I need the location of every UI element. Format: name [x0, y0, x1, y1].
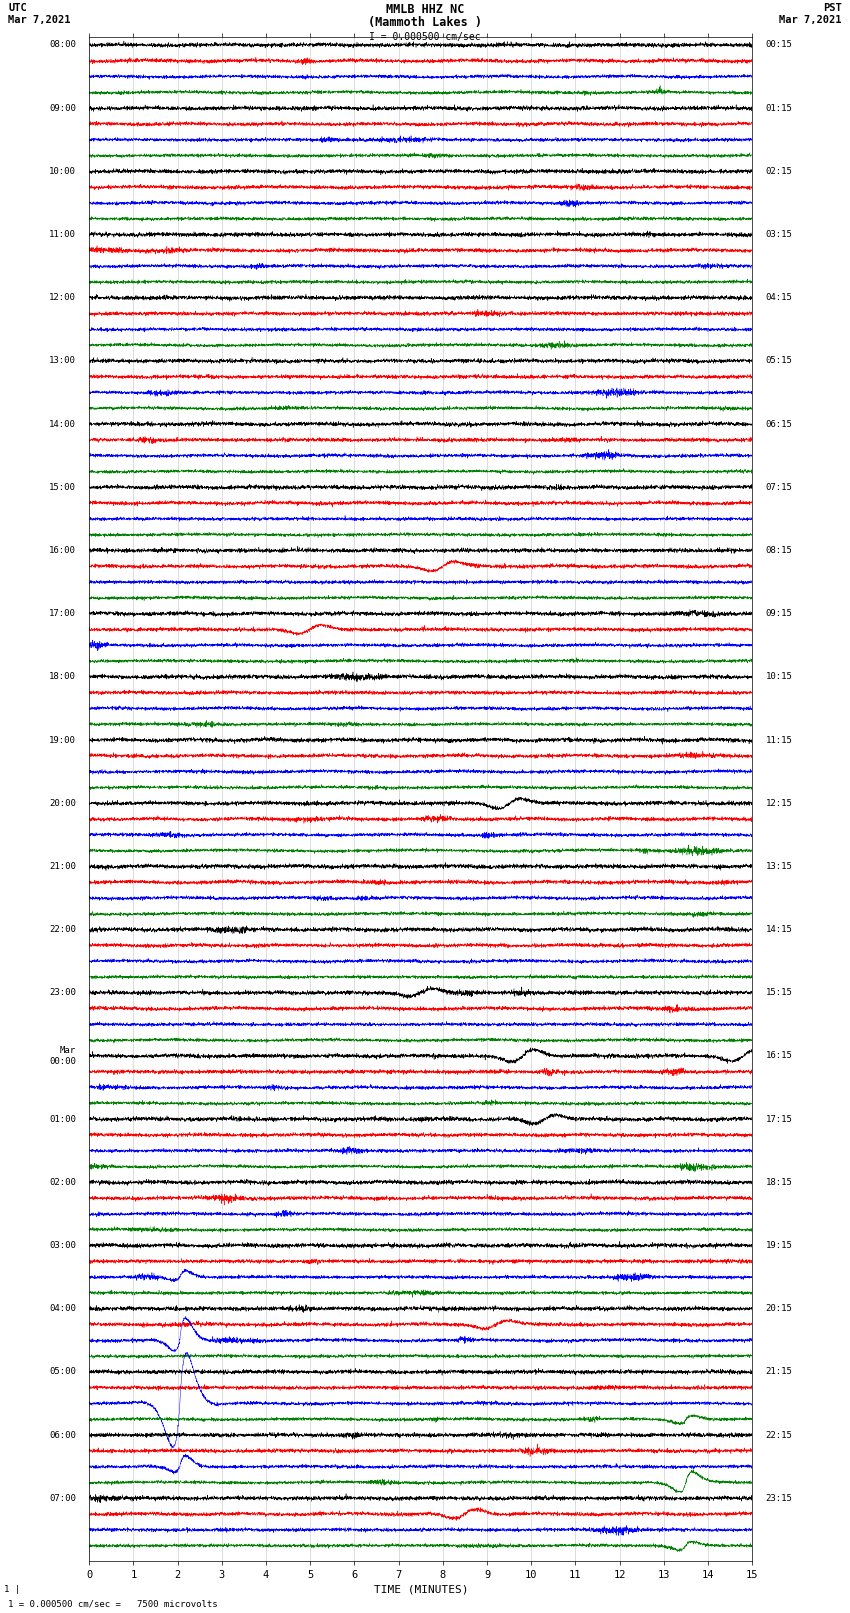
Text: 09:15: 09:15	[766, 610, 792, 618]
Text: 03:00: 03:00	[49, 1240, 76, 1250]
Text: 05:00: 05:00	[49, 1368, 76, 1376]
Text: 00:15: 00:15	[766, 40, 792, 50]
Text: 15:00: 15:00	[49, 482, 76, 492]
Text: 07:15: 07:15	[766, 482, 792, 492]
Text: 04:15: 04:15	[766, 294, 792, 302]
X-axis label: TIME (MINUTES): TIME (MINUTES)	[373, 1584, 468, 1595]
Text: Mar 7,2021: Mar 7,2021	[8, 15, 71, 24]
Text: 14:00: 14:00	[49, 419, 76, 429]
Text: 13:15: 13:15	[766, 861, 792, 871]
Text: 11:00: 11:00	[49, 231, 76, 239]
Text: 12:00: 12:00	[49, 294, 76, 302]
Text: 1 = 0.000500 cm/sec =   7500 microvolts: 1 = 0.000500 cm/sec = 7500 microvolts	[8, 1598, 218, 1608]
Text: MMLB HHZ NC: MMLB HHZ NC	[386, 3, 464, 16]
Text: 18:15: 18:15	[766, 1177, 792, 1187]
Text: PST: PST	[823, 3, 842, 13]
Text: 02:15: 02:15	[766, 166, 792, 176]
Text: 19:15: 19:15	[766, 1240, 792, 1250]
Text: 13:00: 13:00	[49, 356, 76, 366]
Text: 09:00: 09:00	[49, 103, 76, 113]
Text: I = 0.000500 cm/sec: I = 0.000500 cm/sec	[369, 32, 481, 42]
Text: 10:00: 10:00	[49, 166, 76, 176]
Text: 04:00: 04:00	[49, 1305, 76, 1313]
Text: 08:15: 08:15	[766, 545, 792, 555]
Text: 12:15: 12:15	[766, 798, 792, 808]
Text: 05:15: 05:15	[766, 356, 792, 366]
Text: UTC: UTC	[8, 3, 27, 13]
Text: 01:15: 01:15	[766, 103, 792, 113]
Text: 20:15: 20:15	[766, 1305, 792, 1313]
Text: 14:15: 14:15	[766, 926, 792, 934]
Text: 17:15: 17:15	[766, 1115, 792, 1124]
Text: 22:15: 22:15	[766, 1431, 792, 1439]
Text: Mar
00:00: Mar 00:00	[49, 1047, 76, 1066]
Text: 21:00: 21:00	[49, 861, 76, 871]
Text: 1 |: 1 |	[4, 1584, 20, 1594]
Text: 06:15: 06:15	[766, 419, 792, 429]
Text: 15:15: 15:15	[766, 989, 792, 997]
Text: 22:00: 22:00	[49, 926, 76, 934]
Text: (Mammoth Lakes ): (Mammoth Lakes )	[368, 16, 482, 29]
Text: 20:00: 20:00	[49, 798, 76, 808]
Text: 01:00: 01:00	[49, 1115, 76, 1124]
Text: 19:00: 19:00	[49, 736, 76, 745]
Text: 02:00: 02:00	[49, 1177, 76, 1187]
Text: 07:00: 07:00	[49, 1494, 76, 1503]
Text: 21:15: 21:15	[766, 1368, 792, 1376]
Text: 18:00: 18:00	[49, 673, 76, 681]
Text: Mar 7,2021: Mar 7,2021	[779, 15, 842, 24]
Text: 23:15: 23:15	[766, 1494, 792, 1503]
Text: 11:15: 11:15	[766, 736, 792, 745]
Text: 08:00: 08:00	[49, 40, 76, 50]
Text: 17:00: 17:00	[49, 610, 76, 618]
Text: 16:15: 16:15	[766, 1052, 792, 1060]
Text: 10:15: 10:15	[766, 673, 792, 681]
Text: 03:15: 03:15	[766, 231, 792, 239]
Text: 23:00: 23:00	[49, 989, 76, 997]
Text: 06:00: 06:00	[49, 1431, 76, 1439]
Text: 16:00: 16:00	[49, 545, 76, 555]
